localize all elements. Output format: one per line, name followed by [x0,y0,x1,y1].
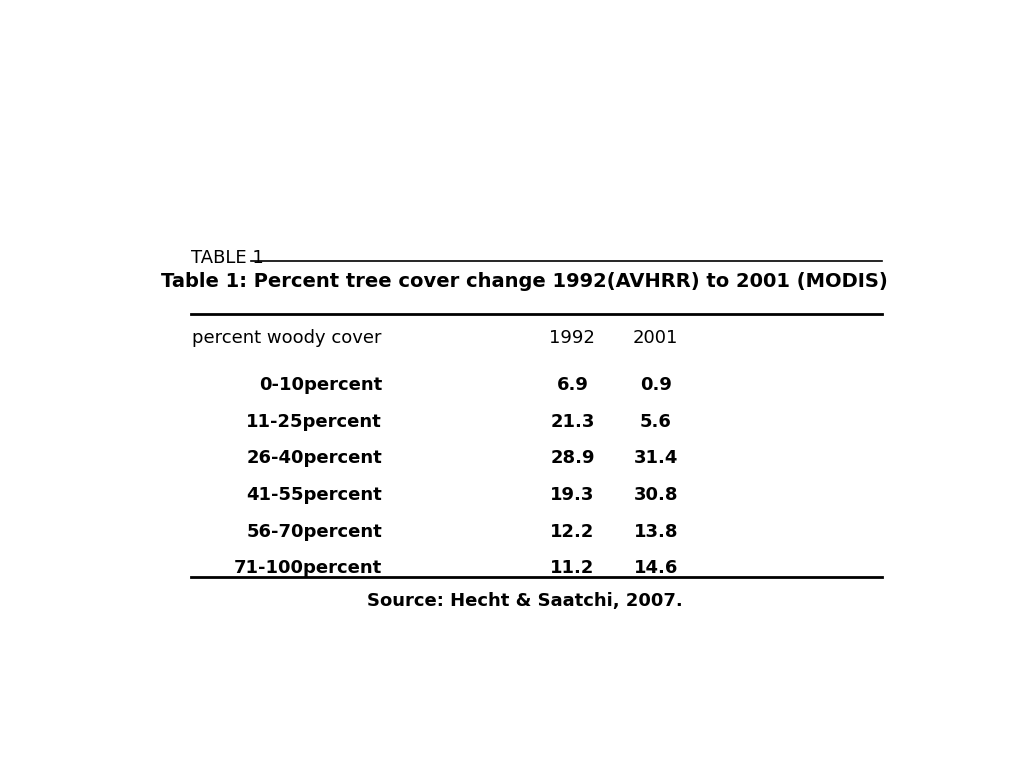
Text: 28.9: 28.9 [550,449,595,467]
Text: Source: Hecht & Saatchi, 2007.: Source: Hecht & Saatchi, 2007. [367,591,683,610]
Text: 11-25percent: 11-25percent [246,412,382,431]
Text: 1992: 1992 [550,329,595,346]
Text: 11.2: 11.2 [550,559,595,578]
Text: 14.6: 14.6 [634,559,678,578]
Text: 2001: 2001 [633,329,679,346]
Text: 5.6: 5.6 [640,412,672,431]
Text: 13.8: 13.8 [634,522,678,541]
Text: 41-55percent: 41-55percent [246,486,382,504]
Text: 71-100percent: 71-100percent [233,559,382,578]
Text: 0.9: 0.9 [640,376,672,394]
Text: 19.3: 19.3 [550,486,595,504]
Text: 21.3: 21.3 [550,412,595,431]
Text: percent woody cover: percent woody cover [193,329,382,346]
Text: 26-40percent: 26-40percent [246,449,382,467]
Text: TABLE 1: TABLE 1 [191,249,264,266]
Text: 12.2: 12.2 [550,522,595,541]
Text: 0-10percent: 0-10percent [259,376,382,394]
Text: 30.8: 30.8 [634,486,678,504]
Text: Table 1: Percent tree cover change 1992(AVHRR) to 2001 (MODIS): Table 1: Percent tree cover change 1992(… [162,272,888,291]
Text: 31.4: 31.4 [634,449,678,467]
Text: 56-70percent: 56-70percent [246,522,382,541]
Text: 6.9: 6.9 [556,376,589,394]
